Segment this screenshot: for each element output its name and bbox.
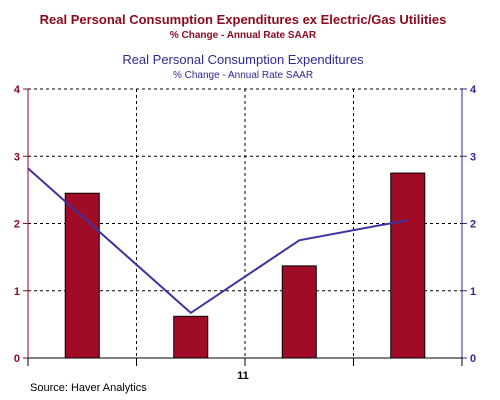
y-tick-label-right: 3 bbox=[470, 151, 476, 163]
x-tick-label: 11 bbox=[237, 370, 249, 382]
bar bbox=[64, 192, 100, 359]
y-tick-label-right: 4 bbox=[470, 84, 477, 96]
axes bbox=[27, 88, 463, 366]
y-tick-label-left: 2 bbox=[14, 219, 20, 231]
y-tick-label-right: 0 bbox=[470, 353, 476, 365]
y-tick-label-left: 0 bbox=[14, 353, 20, 365]
y-tick-label-left: 4 bbox=[14, 84, 21, 96]
line-series bbox=[27, 167, 408, 315]
y-tick-label-left: 1 bbox=[14, 286, 20, 298]
bar bbox=[281, 265, 317, 359]
chart-title: Real Personal Consumption Expenditures e… bbox=[40, 12, 447, 27]
source-note: Source: Haver Analytics bbox=[30, 382, 147, 394]
chart-title-line: Real Personal Consumption Expenditures bbox=[122, 52, 364, 67]
bar bbox=[173, 315, 209, 359]
y-tick-label-right: 1 bbox=[470, 286, 476, 298]
series-line bbox=[27, 167, 408, 315]
chart-subtitle: % Change - Annual Rate SAAR bbox=[170, 30, 317, 41]
chart-subtitle-line: % Change - Annual Rate SAAR bbox=[173, 70, 313, 81]
y-tick-label-right: 2 bbox=[470, 219, 476, 231]
y-tick-label-left: 3 bbox=[14, 151, 20, 163]
tick-labels: 0 1 2 3 4 0 1 2 3 4 bbox=[14, 84, 477, 365]
bar bbox=[390, 172, 426, 359]
